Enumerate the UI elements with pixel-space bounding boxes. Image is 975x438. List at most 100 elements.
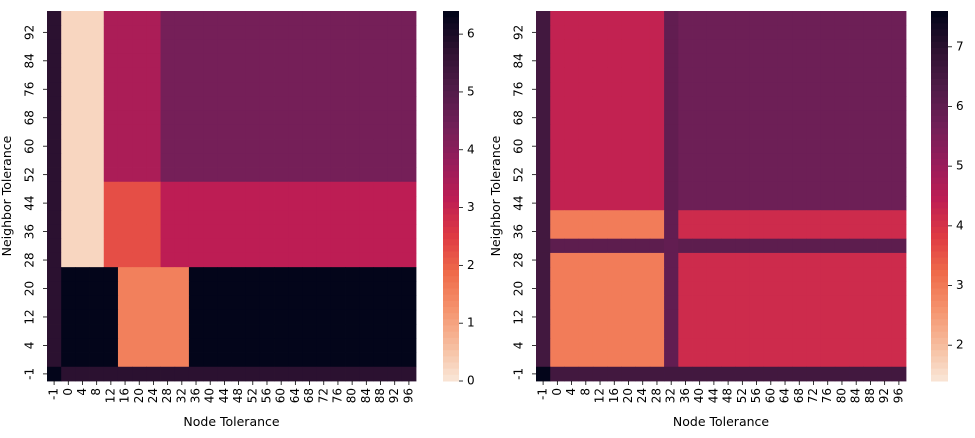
heatmap-cell — [259, 309, 275, 325]
x-tick-label: 68 — [792, 388, 806, 403]
heatmap-cell — [47, 11, 62, 26]
heatmap-cell — [288, 224, 303, 240]
colorbar-segment — [931, 337, 948, 345]
heatmap-cell — [749, 110, 765, 126]
heatmap-cell — [592, 352, 608, 368]
heatmap-cell — [678, 309, 693, 325]
heatmap-cell — [891, 338, 907, 353]
colorbar-segment — [443, 313, 459, 320]
heatmap-cell — [664, 25, 679, 40]
heatmap-cell — [47, 39, 62, 55]
heatmap-cell — [75, 139, 90, 154]
heatmap-cell — [203, 196, 218, 211]
heatmap-cell — [330, 139, 346, 154]
colorbar-segment — [931, 48, 948, 55]
heatmap-cell — [692, 338, 708, 353]
heatmap-cell — [792, 281, 807, 297]
heatmap-cell — [174, 139, 190, 154]
heatmap-cell — [777, 267, 793, 282]
heatmap-cell — [664, 224, 679, 240]
heatmap-cell — [877, 281, 893, 297]
heatmap-cell — [132, 210, 147, 225]
heatmap-cell — [274, 25, 289, 40]
heatmap-cell — [117, 153, 133, 168]
colorbar-segment — [931, 282, 948, 289]
heatmap-cell — [692, 281, 708, 297]
heatmap-cell — [203, 252, 218, 268]
x-tick-label: 16 — [607, 388, 621, 403]
heatmap-cell — [849, 167, 864, 183]
heatmap-cell — [721, 167, 736, 183]
heatmap-cell — [564, 252, 580, 268]
heatmap-cell — [749, 53, 765, 69]
heatmap-cell — [302, 324, 318, 339]
heatmap-cell — [401, 366, 417, 382]
heatmap-cell — [635, 238, 651, 254]
heatmap-cell — [735, 53, 750, 69]
heatmap-cell — [592, 210, 608, 225]
colorbar-segment — [443, 41, 459, 49]
heatmap-cell — [763, 224, 779, 240]
heatmap-cell — [763, 309, 779, 325]
heatmap-cell — [330, 11, 346, 26]
x-tick-label: 12 — [103, 388, 117, 403]
heatmap-cell — [288, 139, 303, 154]
heatmap-cell — [330, 324, 346, 339]
x-tick-label: 8 — [89, 388, 103, 396]
heatmap-cell — [721, 281, 736, 297]
heatmap-cell — [721, 139, 736, 154]
heatmap-cell — [820, 196, 836, 211]
heatmap-cell — [359, 366, 374, 382]
heatmap-cell — [849, 238, 864, 254]
heatmap-cell — [550, 96, 565, 112]
heatmap-cell — [259, 267, 275, 282]
heatmap-cell — [792, 139, 807, 154]
heatmap-cell — [692, 25, 708, 40]
heatmap-cell — [288, 11, 303, 26]
heatmap-cell — [777, 281, 793, 297]
heatmap-cell — [664, 124, 679, 140]
heatmap-cell — [47, 238, 62, 254]
colorbar-segment — [931, 29, 948, 37]
heatmap-cell — [706, 53, 722, 69]
heatmap-cell — [649, 11, 665, 26]
colorbar-segment — [443, 60, 459, 67]
heatmap-cell — [274, 167, 289, 183]
heatmap-cell — [132, 139, 147, 154]
heatmap-cell — [188, 153, 204, 168]
heatmap-cell — [345, 352, 360, 368]
heatmap-cell — [401, 338, 417, 353]
heatmap-cell — [749, 153, 765, 168]
heatmap-cell — [203, 210, 218, 225]
heatmap-cell — [160, 324, 176, 339]
x-tick-label: 48 — [231, 388, 245, 403]
heatmap-cell — [274, 181, 289, 197]
heatmap-cell — [635, 281, 651, 297]
heatmap-cell — [245, 309, 261, 325]
heatmap-cell — [692, 267, 708, 282]
heatmap-cell — [607, 124, 622, 140]
heatmap-cell — [536, 224, 551, 240]
heatmap-cell — [635, 82, 651, 97]
heatmap-cell — [564, 210, 580, 225]
heatmap-cell — [834, 25, 850, 40]
heatmap-cell — [721, 324, 736, 339]
heatmap-cell — [316, 153, 332, 168]
heatmap-cell — [735, 295, 750, 311]
colorbar-segment — [931, 35, 948, 43]
heatmap-cell — [820, 96, 836, 112]
heatmap-cell — [649, 139, 665, 154]
y-tick-label: 4 — [512, 342, 526, 350]
heatmap-cell — [245, 252, 261, 268]
heatmap-cell — [359, 338, 374, 353]
colorbar-segment — [931, 41, 948, 49]
heatmap-cell — [103, 295, 119, 311]
heatmap-cell — [47, 295, 62, 311]
heatmap-cell — [75, 67, 90, 83]
heatmap-cell — [203, 295, 218, 311]
heatmap-cell — [578, 96, 594, 112]
heatmap-cell — [373, 324, 389, 339]
heatmap-cell — [806, 196, 822, 211]
colorbar-segment — [931, 214, 948, 222]
heatmap-cell — [649, 25, 665, 40]
